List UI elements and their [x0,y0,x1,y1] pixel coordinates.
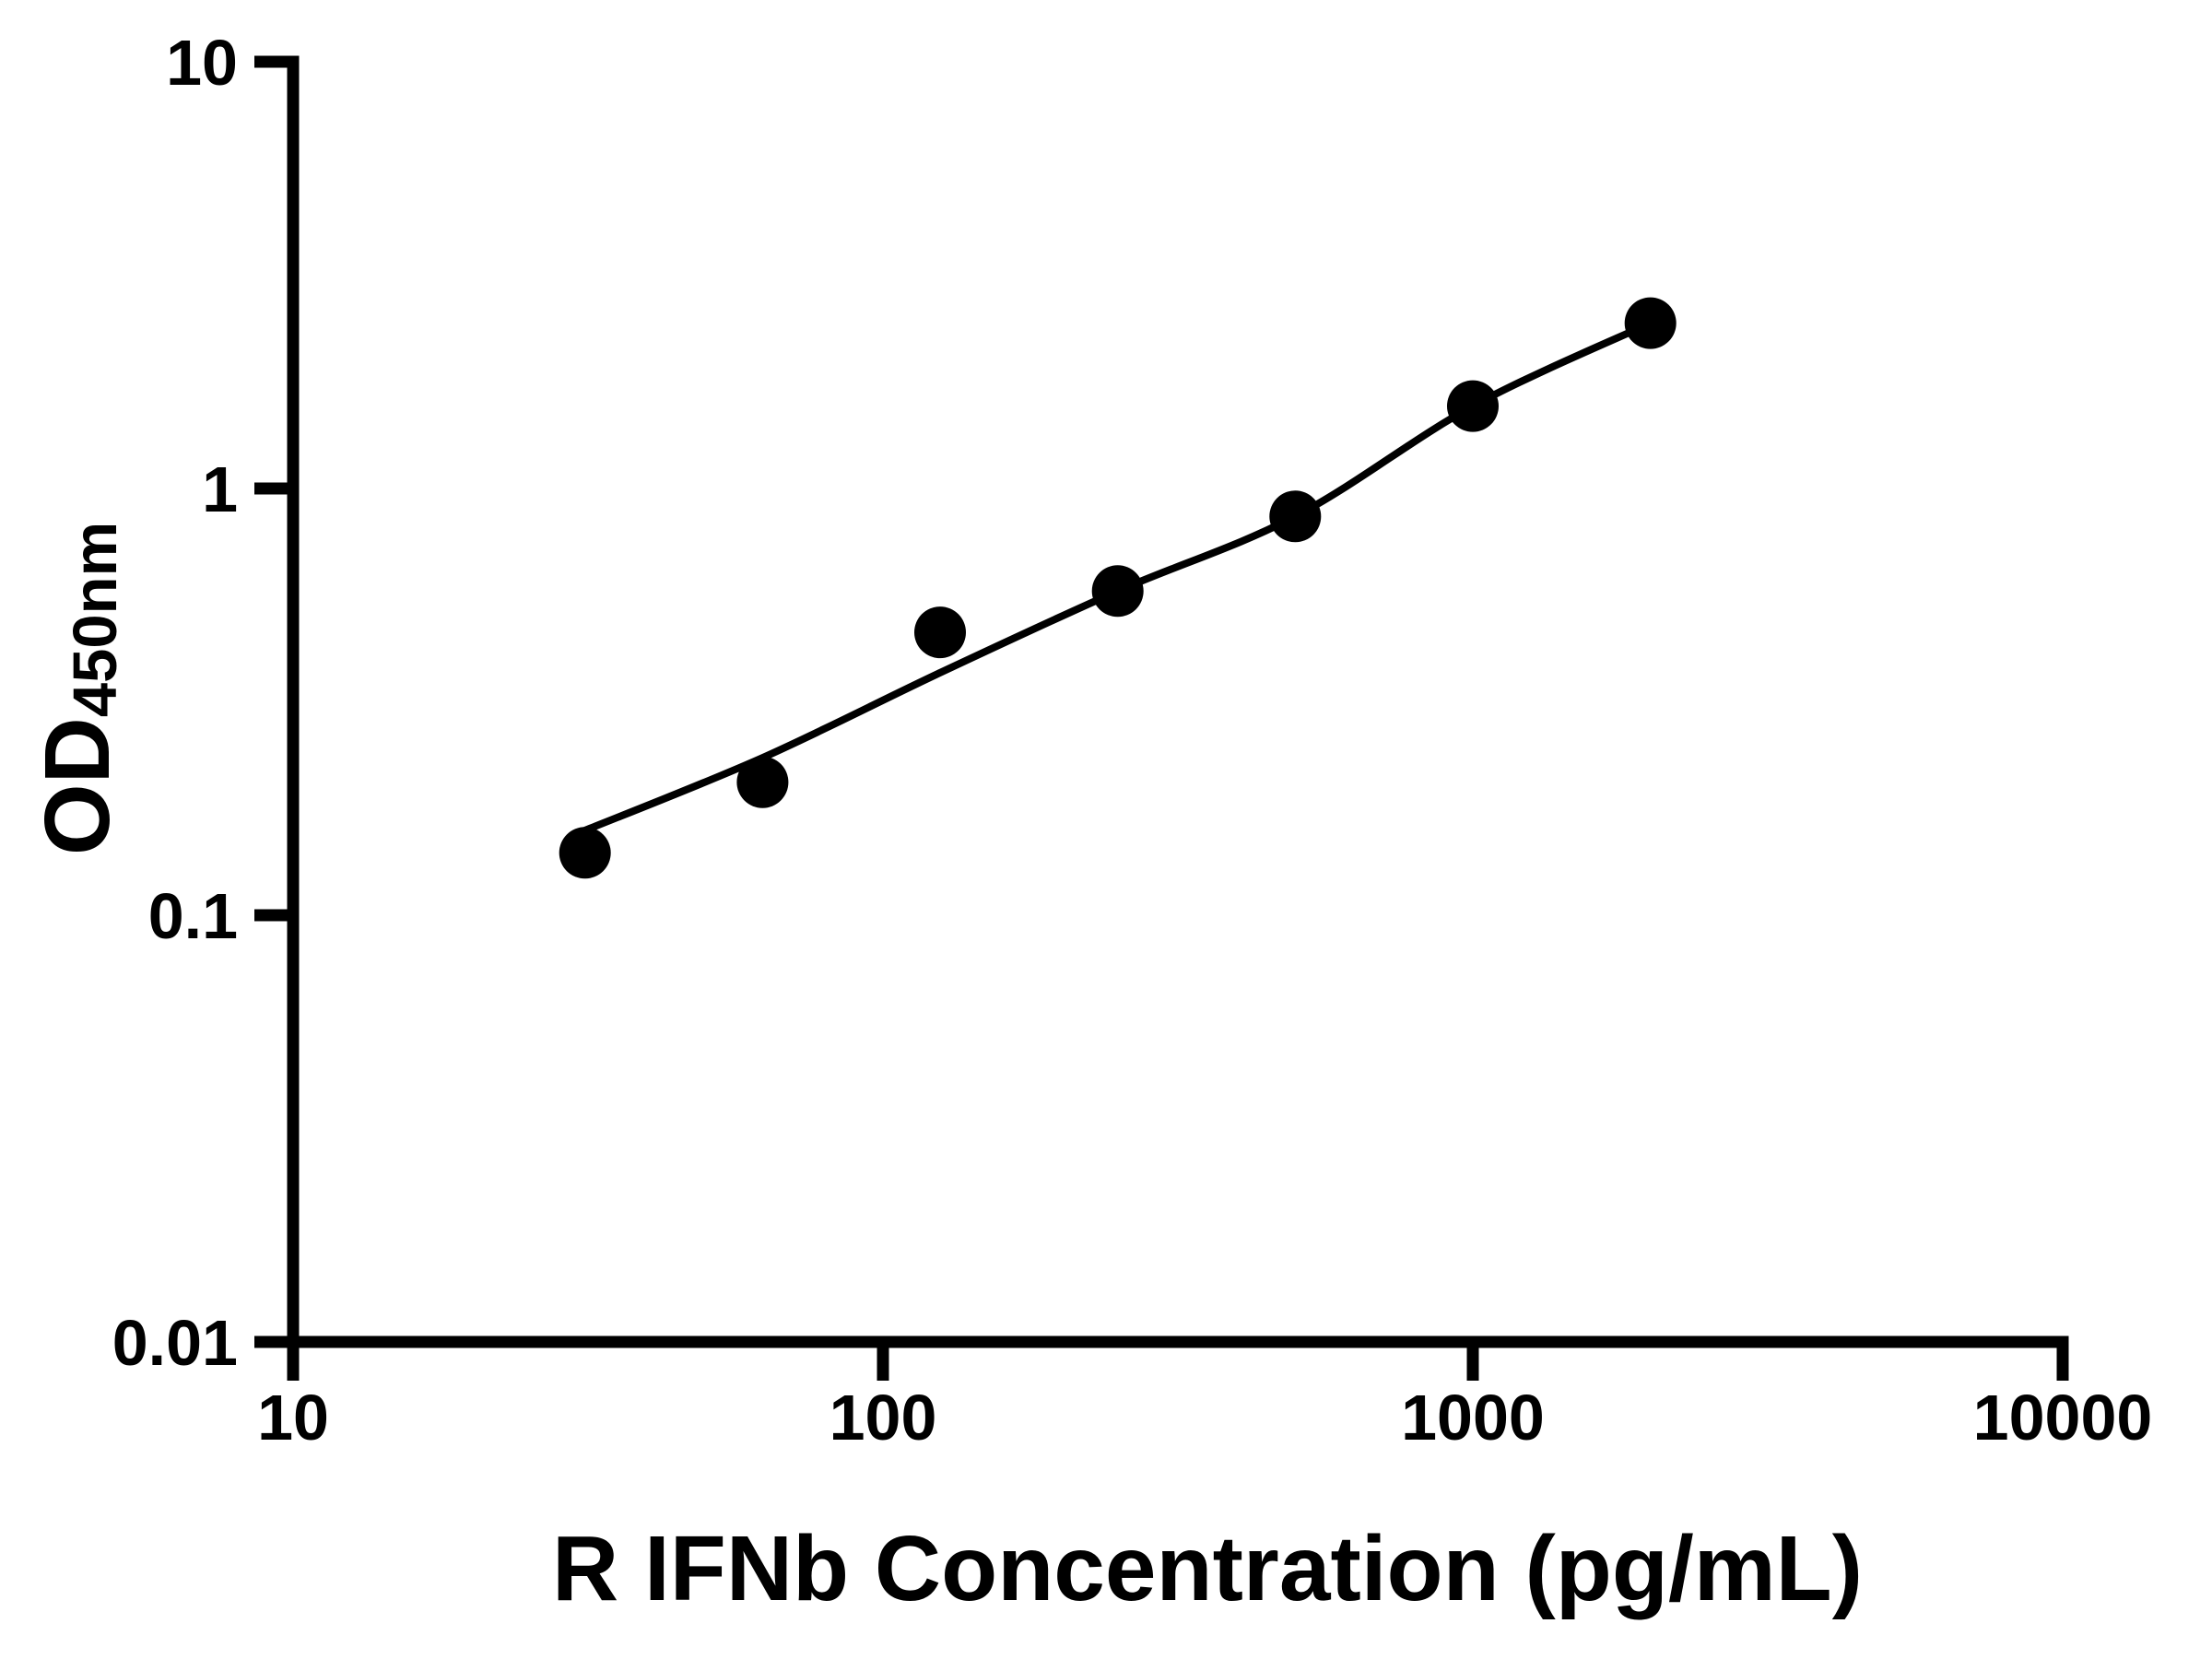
y-axis-title-subscript: 450nm [61,521,130,718]
data-point-31.25 [559,827,611,879]
data-point-62.5 [736,756,789,808]
x-tick-label-100: 100 [830,1382,937,1453]
data-point-2000 [1624,297,1677,349]
data-point-1000 [1447,380,1499,432]
x-tick-label-10: 10 [257,1382,329,1453]
y-tick-label-0.01: 0.01 [112,1307,238,1379]
data-point-250 [1091,565,1144,618]
y-axis-title-main: OD [26,717,129,856]
y-axis-title: OD450nm [26,522,130,855]
data-point-500 [1269,490,1322,543]
x-tick-label-10000: 10000 [1973,1382,2153,1453]
y-tick-label-10: 10 [166,27,238,99]
data-point-125 [914,606,966,659]
y-tick-label-1: 1 [202,453,238,525]
y-tick-label-0.1: 0.1 [148,880,238,952]
x-axis-title: R IFNb Concentration (pg/mL) [551,1517,1864,1620]
x-tick-label-1000: 1000 [1401,1382,1545,1453]
